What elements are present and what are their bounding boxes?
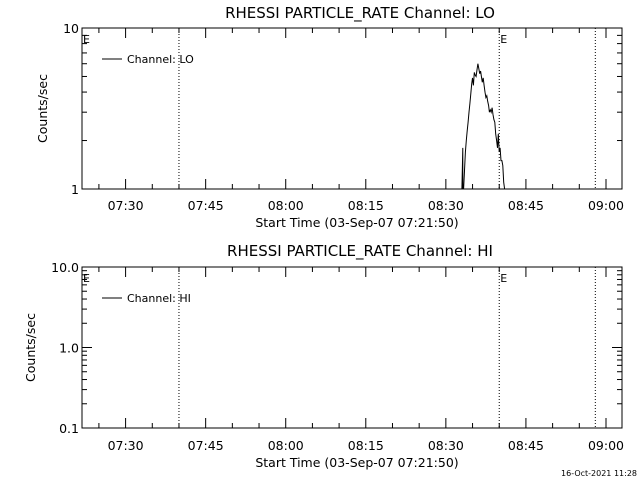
y-tick-label: 1 [71,182,79,197]
x-tick-label: 08:15 [348,198,384,213]
x-axis-label: Start Time (03-Sep-07 07:21:50) [255,455,458,470]
y-tick-label: 0.1 [59,421,79,436]
legend-label: Channel: HI [127,292,191,305]
y-tick-label: 10 [63,21,79,36]
x-tick-label: 07:45 [188,438,224,453]
x-tick-label: 09:00 [588,438,624,453]
marker-label: E [500,272,507,285]
series-line [461,63,506,190]
x-tick-label: 08:30 [428,438,464,453]
y-tick-label: 1.0 [59,341,79,356]
x-tick-label: 08:15 [348,438,384,453]
x-tick-label: 08:30 [428,198,464,213]
plot-frame [81,27,623,190]
chart-title: RHESSI PARTICLE_RATE Channel: HI [227,242,493,261]
x-tick-label: 07:30 [108,438,144,453]
chart-title: RHESSI PARTICLE_RATE Channel: LO [225,4,495,23]
y-axis-label: Counts/sec [23,313,38,382]
x-axis-label: Start Time (03-Sep-07 07:21:50) [255,215,458,230]
x-tick-label: 09:00 [588,198,624,213]
x-tick-label: 07:30 [108,198,144,213]
timestamp-label: 16-Oct-2021 11:28 [561,469,637,478]
x-tick-label: 08:00 [268,198,304,213]
marker-label: E [500,33,507,46]
legend-label: Channel: LO [127,53,194,66]
marker-label: E [83,272,90,285]
x-tick-label: 08:45 [508,198,544,213]
x-tick-label: 08:00 [268,438,304,453]
y-tick-label: 10.0 [51,260,79,275]
x-tick-label: 08:45 [508,438,544,453]
x-tick-label: 07:45 [188,198,224,213]
marker-label: E [83,33,90,46]
y-axis-label: Counts/sec [35,74,50,143]
